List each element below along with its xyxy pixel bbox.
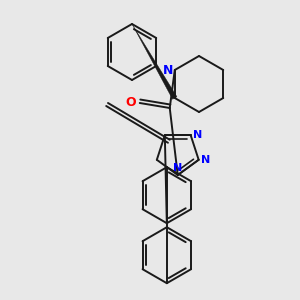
Polygon shape [132, 24, 177, 99]
Text: O: O [125, 97, 136, 110]
Text: N: N [163, 64, 173, 76]
Text: N: N [201, 155, 210, 165]
Text: N: N [173, 163, 182, 173]
Text: N: N [193, 130, 202, 140]
